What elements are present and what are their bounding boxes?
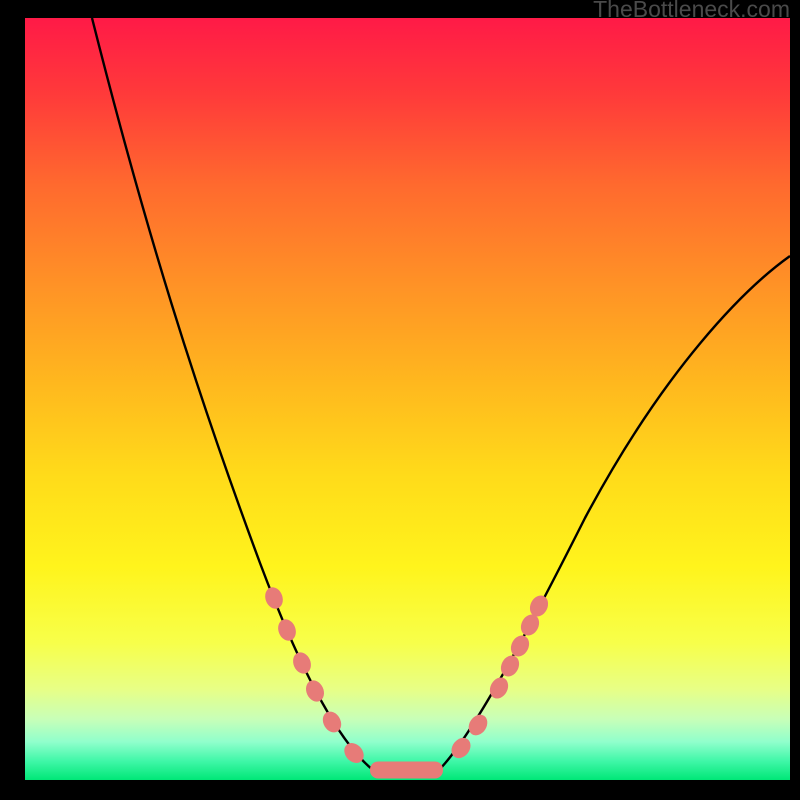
watermark: TheBottleneck.com <box>593 0 790 23</box>
floor-marker-segment <box>370 762 443 779</box>
chart-stage: TheBottleneck.com <box>0 0 800 800</box>
frame-bottom <box>0 780 800 800</box>
frame-right <box>790 0 800 800</box>
bottleneck-v-curve-chart <box>25 18 790 780</box>
frame-left <box>0 0 25 800</box>
gradient-background <box>25 18 790 780</box>
